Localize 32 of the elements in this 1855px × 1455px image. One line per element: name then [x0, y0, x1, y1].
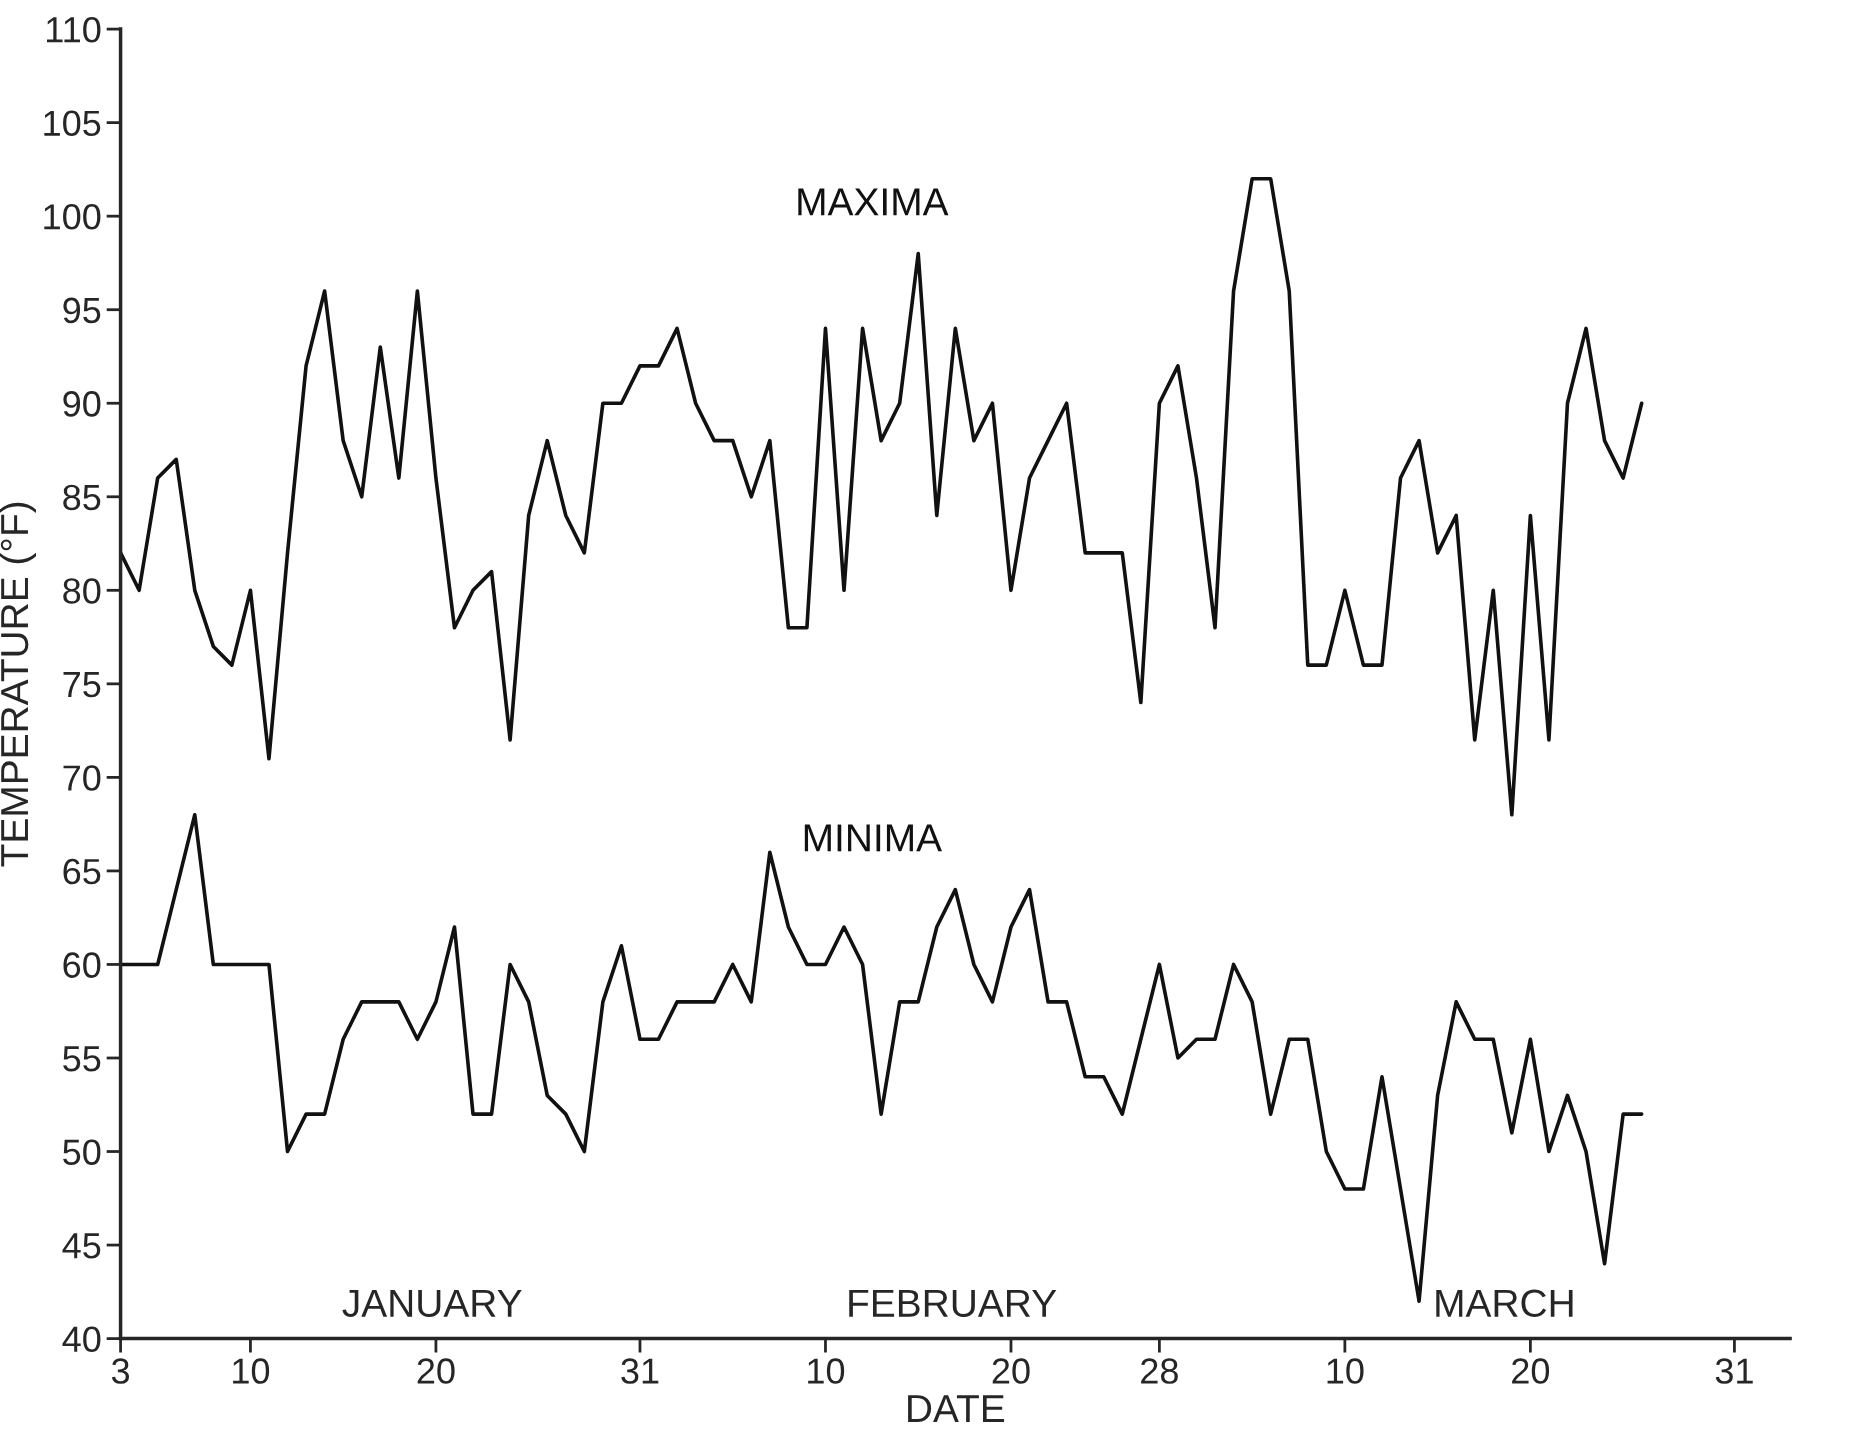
y-tick-label: 70	[63, 765, 101, 791]
x-tick-label: 31	[1715, 1358, 1753, 1384]
y-tick-label: 65	[63, 858, 101, 885]
x-tick-label: 20	[1512, 1358, 1550, 1384]
y-tick-label: 60	[63, 952, 101, 978]
x-tick-label: 28	[1141, 1358, 1178, 1384]
x-tick-label: 20	[992, 1358, 1030, 1384]
y-tick-label: 80	[63, 578, 101, 604]
y-tick-label: 50	[63, 1139, 101, 1165]
series-label: MINIMA	[804, 824, 942, 852]
annotation: FEBRUARY	[849, 1289, 1057, 1318]
y-tick-label: 95	[63, 297, 101, 324]
series-label: MAXIMA	[798, 188, 949, 216]
y-tick-label: 100	[44, 204, 101, 230]
annotation: JANUARY	[342, 1289, 522, 1318]
y-tick-label: 55	[63, 1046, 101, 1072]
x-axis-title: DATE	[908, 1395, 1005, 1422]
y-tick-label: 85	[63, 484, 101, 511]
y-tick-label: 110	[47, 16, 101, 43]
y-tick-label: 90	[63, 391, 101, 417]
x-tick-label: 10	[233, 1358, 270, 1384]
y-axis-title: TEMPERATURE (°F)	[0, 502, 37, 867]
x-tick-label: 31	[621, 1358, 659, 1384]
x-tick-label: 10	[808, 1358, 845, 1384]
annotation: MARCH	[1436, 1289, 1573, 1318]
x-tick-label: 20	[417, 1358, 455, 1384]
x-tick-label: 10	[1327, 1358, 1364, 1384]
y-tick-label: 40	[62, 1326, 101, 1353]
y-tick-label: 75	[63, 672, 101, 698]
x-tick-label: 3	[111, 1358, 130, 1384]
y-tick-label: 45	[62, 1233, 101, 1259]
y-tick-label: 105	[44, 110, 101, 137]
